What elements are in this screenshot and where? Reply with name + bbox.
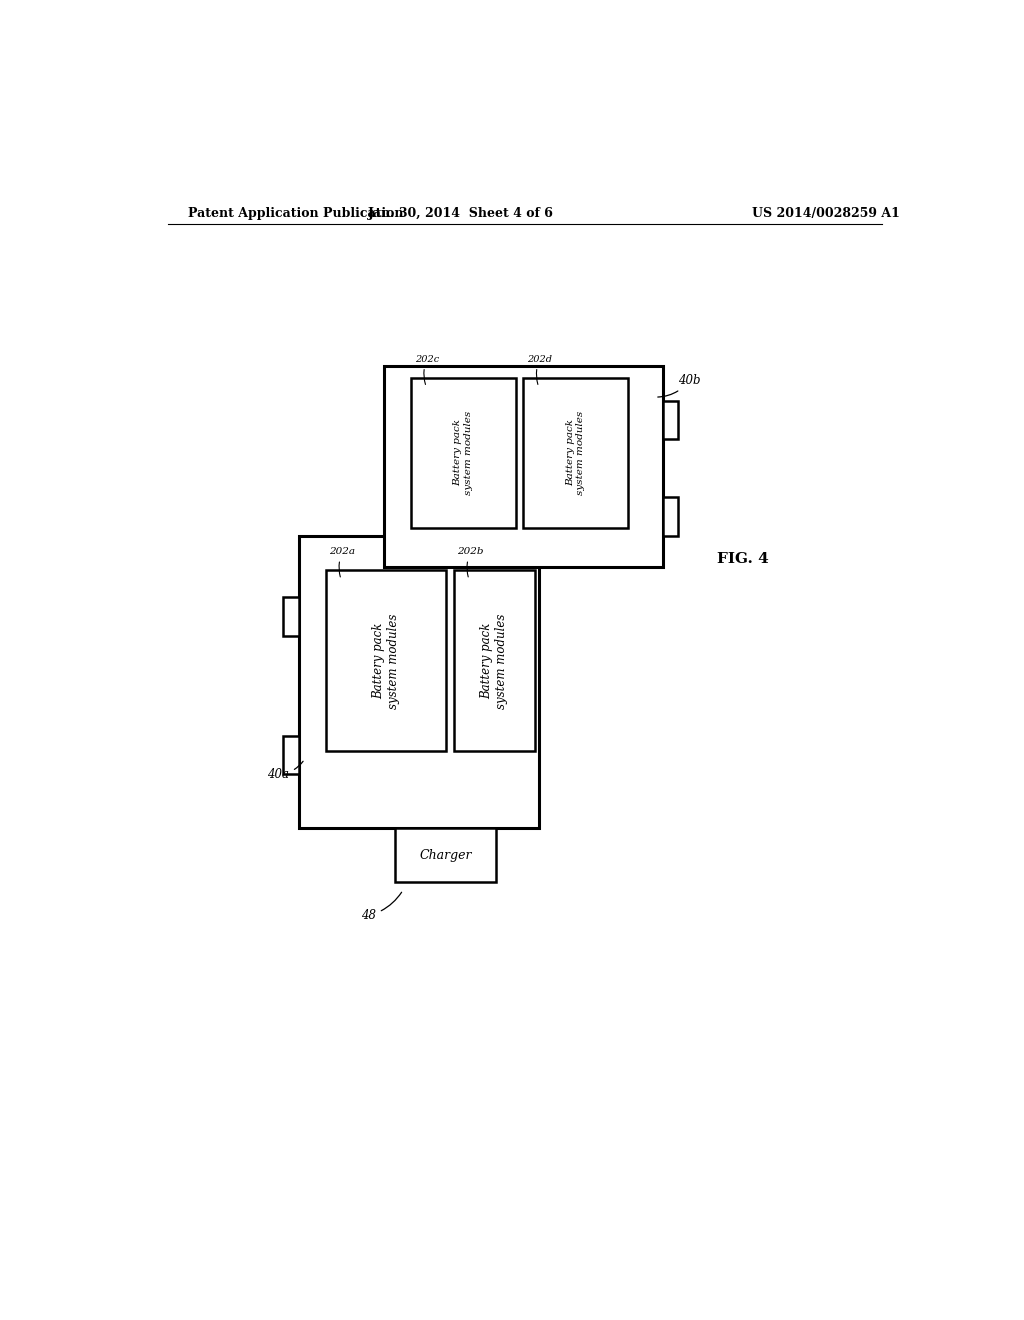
Bar (395, 829, 496, 882)
Text: Charger: Charger (420, 849, 472, 862)
Text: 48: 48 (361, 892, 401, 923)
Text: Battery pack
system modules: Battery pack system modules (372, 612, 399, 709)
Bar (411, 378, 515, 528)
Bar (283, 737, 299, 775)
Text: Jan. 30, 2014  Sheet 4 of 6: Jan. 30, 2014 Sheet 4 of 6 (369, 207, 554, 220)
Bar (299, 536, 539, 829)
Bar (663, 498, 678, 536)
Text: 202d: 202d (527, 355, 552, 384)
Text: Patent Application Publication: Patent Application Publication (187, 207, 403, 220)
Bar (454, 570, 535, 751)
Text: 40a: 40a (267, 762, 303, 781)
Bar (384, 367, 663, 566)
Text: Battery pack
system modules: Battery pack system modules (566, 411, 586, 495)
Bar (326, 570, 445, 751)
Text: Battery pack
system modules: Battery pack system modules (454, 411, 473, 495)
Bar (523, 378, 628, 528)
Text: 202a: 202a (330, 548, 355, 577)
Bar (663, 401, 678, 440)
Text: 202b: 202b (458, 548, 484, 577)
Bar (283, 598, 299, 636)
Text: 40b: 40b (657, 374, 700, 397)
Text: 202c: 202c (415, 355, 439, 384)
Text: Battery pack
system modules: Battery pack system modules (480, 612, 508, 709)
Text: FIG. 4: FIG. 4 (717, 552, 769, 566)
Text: US 2014/0028259 A1: US 2014/0028259 A1 (753, 207, 900, 220)
